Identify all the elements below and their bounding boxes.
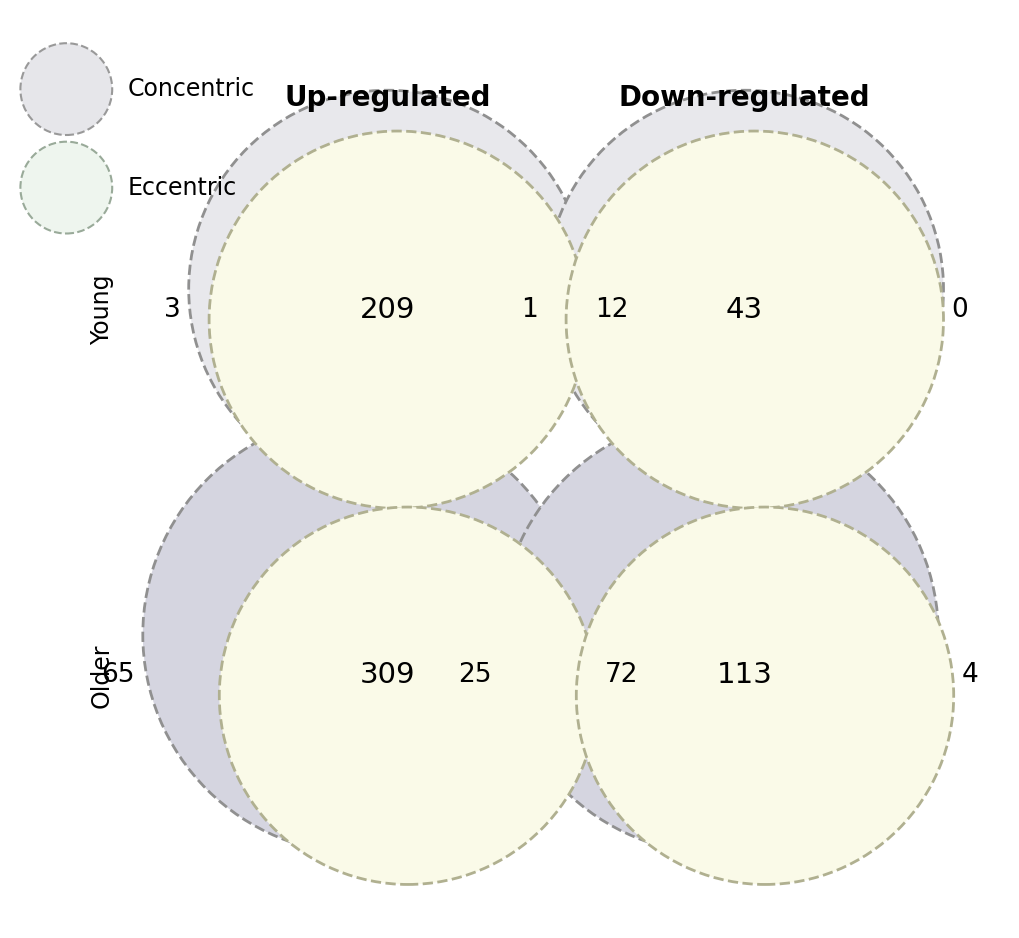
Ellipse shape bbox=[189, 90, 586, 488]
Ellipse shape bbox=[499, 416, 937, 854]
Text: Young: Young bbox=[90, 274, 114, 345]
Text: Down-regulated: Down-regulated bbox=[619, 84, 869, 113]
Ellipse shape bbox=[219, 507, 596, 885]
Ellipse shape bbox=[545, 90, 943, 488]
Ellipse shape bbox=[209, 131, 586, 508]
Text: 4: 4 bbox=[961, 662, 977, 688]
Text: 0: 0 bbox=[951, 296, 967, 323]
Text: 12: 12 bbox=[594, 296, 628, 323]
Text: 113: 113 bbox=[716, 661, 771, 689]
Text: 25: 25 bbox=[458, 662, 491, 688]
Text: 43: 43 bbox=[726, 295, 762, 324]
Ellipse shape bbox=[20, 43, 112, 135]
Text: 209: 209 bbox=[360, 295, 415, 324]
Text: 72: 72 bbox=[604, 662, 638, 688]
Text: 309: 309 bbox=[360, 661, 415, 689]
Text: Eccentric: Eccentric bbox=[127, 175, 236, 200]
Text: Up-regulated: Up-regulated bbox=[284, 84, 490, 113]
Ellipse shape bbox=[143, 416, 581, 854]
Ellipse shape bbox=[20, 142, 112, 234]
Ellipse shape bbox=[566, 131, 943, 508]
Text: 65: 65 bbox=[101, 662, 135, 688]
Text: Older: Older bbox=[90, 643, 114, 707]
Text: 3: 3 bbox=[164, 296, 180, 323]
Text: 1: 1 bbox=[521, 296, 537, 323]
Text: Concentric: Concentric bbox=[127, 77, 255, 101]
Ellipse shape bbox=[576, 507, 953, 885]
